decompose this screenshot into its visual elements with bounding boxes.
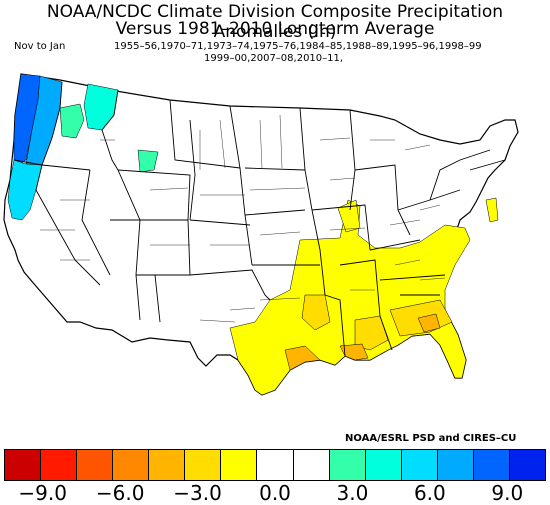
colorbar-swatch bbox=[221, 450, 258, 480]
colorbar-tick-label: 9.0 bbox=[491, 481, 524, 505]
colorbar-swatch bbox=[293, 450, 330, 480]
anomaly-georgia-coast bbox=[417, 313, 441, 333]
colorbar-tick-label: −9.0 bbox=[18, 481, 67, 505]
anomaly-n-idaho bbox=[59, 103, 85, 139]
colorbar-tick-label: 0.0 bbox=[259, 481, 291, 505]
map-title: NOAA/NCDC Climate Division Composite Pre… bbox=[46, 2, 504, 42]
anomaly-montana-panhandle bbox=[137, 149, 159, 173]
colorbar-swatch bbox=[401, 450, 438, 480]
state-borders bbox=[13, 81, 506, 357]
colorbar-swatch bbox=[149, 450, 186, 480]
anomaly-se-texas-coast bbox=[284, 345, 321, 371]
colorbar-swatch bbox=[41, 450, 78, 480]
anomaly-coastal-norcal bbox=[7, 159, 43, 221]
colorbar-swatch bbox=[365, 450, 402, 480]
colorbar-swatch bbox=[257, 450, 294, 480]
anomaly-delmarva bbox=[485, 197, 499, 223]
colorbar-swatch bbox=[77, 450, 114, 480]
colorbar-tick-label: 6.0 bbox=[413, 481, 446, 505]
anomaly-louisiana-coast bbox=[339, 343, 369, 361]
colorbar-swatch bbox=[473, 450, 510, 480]
colorbar-swatch bbox=[185, 450, 222, 480]
us-climate-division-map bbox=[3, 73, 519, 396]
anomaly-southeast bbox=[229, 199, 471, 396]
colorbar bbox=[4, 449, 546, 481]
map-subtitle: Versus 1981–2010 Longterm Average bbox=[115, 19, 435, 39]
colorbar-swatch bbox=[437, 450, 474, 480]
colorbar-tick-label: −3.0 bbox=[173, 481, 222, 505]
colorbar-swatch bbox=[113, 450, 150, 480]
colorbar-swatch bbox=[329, 450, 366, 480]
period-label: Nov to Jan bbox=[14, 41, 66, 52]
composite-years-line1: 1955–56,1970–71,1973–74,1975–76,1984–85,… bbox=[114, 41, 482, 52]
colorbar-tick-label: −6.0 bbox=[95, 481, 145, 505]
climate-division-lines bbox=[40, 114, 446, 323]
anomaly-louisiana-interior bbox=[301, 294, 331, 331]
composite-years-line2: 1999–00,2007–08,2010–11, bbox=[204, 53, 344, 64]
colorbar-swatch bbox=[5, 450, 42, 480]
colorbar-swatch bbox=[509, 450, 545, 480]
anomaly-alabama bbox=[354, 315, 389, 351]
data-credit: NOAA/ESRL PSD and CIRES–CU bbox=[345, 433, 517, 444]
anomaly-ohio-valley bbox=[337, 199, 361, 233]
colorbar-tick-label: 3.0 bbox=[336, 481, 369, 505]
